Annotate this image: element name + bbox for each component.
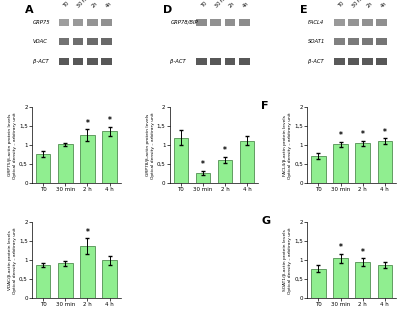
Text: 4h: 4h <box>105 0 113 8</box>
Bar <box>59 38 69 45</box>
Bar <box>356 262 370 298</box>
Bar <box>196 173 210 183</box>
Bar <box>80 246 95 298</box>
Bar <box>196 19 207 26</box>
Bar <box>210 19 221 26</box>
Text: 2h: 2h <box>90 0 98 8</box>
Bar <box>225 19 235 26</box>
Bar <box>334 38 344 45</box>
Text: FACL4: FACL4 <box>308 20 324 25</box>
Text: *: * <box>201 160 205 169</box>
Bar <box>239 58 250 65</box>
Text: GRP78/BIP: GRP78/BIP <box>170 20 198 25</box>
Bar <box>311 268 326 298</box>
Bar <box>59 19 69 26</box>
Text: T0: T0 <box>200 0 208 8</box>
Bar <box>218 160 232 183</box>
Text: *: * <box>108 116 112 125</box>
Y-axis label: FACL4/β-actin protein levels
Optical density – arbitrary unit: FACL4/β-actin protein levels Optical den… <box>283 112 292 179</box>
Text: *: * <box>361 248 365 257</box>
Text: 30 min: 30 min <box>214 0 230 8</box>
Bar <box>59 58 69 65</box>
Text: SOAT1: SOAT1 <box>308 39 326 44</box>
Text: D: D <box>162 5 172 15</box>
Bar <box>73 58 84 65</box>
Bar <box>362 19 373 26</box>
Bar <box>80 135 95 183</box>
Bar <box>376 19 387 26</box>
Bar <box>334 58 344 65</box>
Text: T0: T0 <box>338 0 345 8</box>
Text: β-ACT: β-ACT <box>170 59 186 64</box>
Bar <box>101 19 112 26</box>
Bar <box>102 131 117 183</box>
Bar <box>87 38 98 45</box>
Bar <box>240 141 254 183</box>
Bar <box>102 260 117 298</box>
Bar <box>196 58 207 65</box>
Bar <box>376 58 387 65</box>
Bar <box>334 19 344 26</box>
Text: GRP75: GRP75 <box>33 20 50 25</box>
Bar <box>311 156 326 183</box>
Y-axis label: GRP78/β-actin protein levels
Optical density – arbitrary unit: GRP78/β-actin protein levels Optical den… <box>146 112 155 179</box>
Text: T0: T0 <box>62 0 70 8</box>
Bar <box>36 265 50 298</box>
Y-axis label: SOAT1/β-actin protein levels
Optical density – arbitrary unit: SOAT1/β-actin protein levels Optical den… <box>283 227 292 294</box>
Text: 2h: 2h <box>228 0 236 8</box>
Bar <box>73 38 84 45</box>
Bar <box>362 38 373 45</box>
Text: β-ACT: β-ACT <box>308 59 324 64</box>
Y-axis label: VDAC/β-actin protein levels
Optical density – arbitrary unit: VDAC/β-actin protein levels Optical dens… <box>8 227 17 294</box>
Bar <box>101 58 112 65</box>
Bar <box>58 144 72 183</box>
Text: E: E <box>300 5 308 15</box>
Bar <box>348 19 359 26</box>
Bar <box>36 154 50 183</box>
Text: 30 min: 30 min <box>352 0 367 8</box>
Text: 4h: 4h <box>242 0 250 8</box>
Text: *: * <box>223 146 227 155</box>
Bar <box>362 58 373 65</box>
Y-axis label: GRP75/β-actin protein levels
Optical density – arbitrary unit: GRP75/β-actin protein levels Optical den… <box>8 112 17 179</box>
Bar <box>87 19 98 26</box>
Text: *: * <box>86 228 89 237</box>
Bar <box>376 38 387 45</box>
Bar <box>356 143 370 183</box>
Bar <box>73 19 84 26</box>
Text: VDAC: VDAC <box>33 39 48 44</box>
Text: F: F <box>261 101 268 111</box>
Bar <box>333 258 348 298</box>
Text: *: * <box>361 130 365 139</box>
Bar <box>210 58 221 65</box>
Text: β-ACT: β-ACT <box>33 59 49 64</box>
Bar <box>348 38 359 45</box>
Bar <box>225 58 235 65</box>
Text: 30 min: 30 min <box>76 0 92 8</box>
Bar <box>348 58 359 65</box>
Text: *: * <box>339 243 342 252</box>
Bar <box>174 138 188 183</box>
Bar <box>87 58 98 65</box>
Bar <box>333 144 348 183</box>
Text: *: * <box>86 119 89 128</box>
Bar <box>239 19 250 26</box>
Bar <box>378 141 392 183</box>
Text: *: * <box>383 128 387 137</box>
Text: A: A <box>25 5 34 15</box>
Bar <box>101 38 112 45</box>
Text: 4h: 4h <box>380 0 388 8</box>
Bar <box>378 265 392 298</box>
Bar <box>58 263 72 298</box>
Text: *: * <box>339 131 342 140</box>
Text: 2h: 2h <box>366 0 374 8</box>
Text: G: G <box>261 216 270 226</box>
